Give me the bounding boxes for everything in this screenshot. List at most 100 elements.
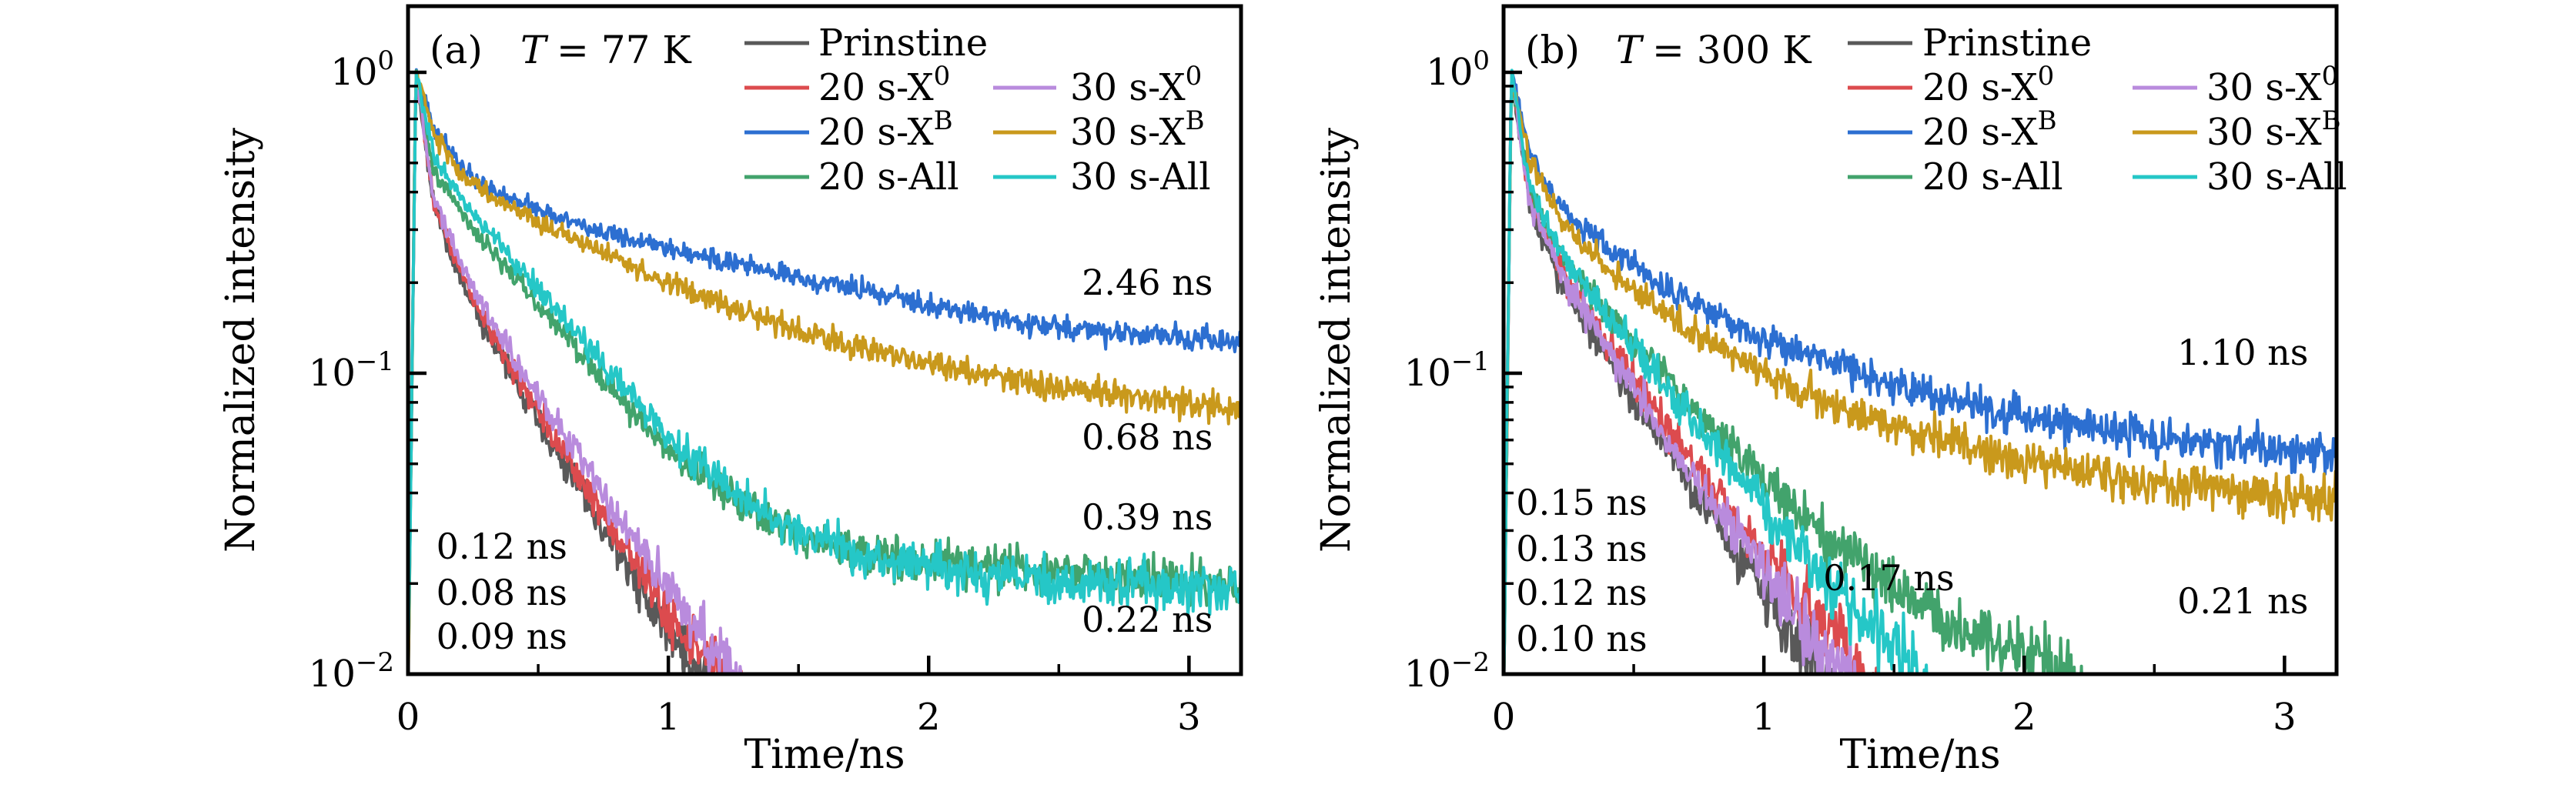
lifetime-annotation: 0.12 ns xyxy=(1516,572,1647,613)
curve-30-s-xb xyxy=(1504,78,2337,674)
legend-label-base: 30 s-X xyxy=(1070,66,1186,109)
lifetime-annotation: 2.46 ns xyxy=(1082,262,1213,303)
lifetime-annotation: 0.08 ns xyxy=(437,572,567,613)
lifetime-annotation: 1.10 ns xyxy=(2177,332,2308,373)
panel-index-label: (a) xyxy=(430,28,483,72)
curve-30-s-xb xyxy=(408,70,1241,674)
legend-label-superscript: B xyxy=(934,105,953,136)
curves-group xyxy=(408,68,1241,674)
x-tick-label: 3 xyxy=(2273,696,2297,739)
legend-item-label: 20 s-All xyxy=(1922,155,2063,199)
plot-frame xyxy=(406,4,1243,676)
lifetime-annotation: 0.10 ns xyxy=(1516,618,1647,659)
lifetime-annotation: 0.17 ns xyxy=(1823,557,1954,599)
plot-frame xyxy=(1501,4,2339,676)
legend-label-base: 30 s-X xyxy=(2206,66,2322,109)
temperature-symbol: T xyxy=(1616,28,1644,72)
y-axis-title: Normalized intensity xyxy=(1313,127,1360,553)
legend-label-superscript: B xyxy=(2322,105,2341,136)
legend-label-base: 20 s-X xyxy=(1922,111,2038,154)
legend-label-superscript: 0 xyxy=(2038,61,2055,92)
legend-label-base: 30 s-All xyxy=(2206,155,2347,199)
legend-label-base: Prinstine xyxy=(818,22,988,65)
legend-item-label: Prinstine xyxy=(1922,22,2092,65)
legend-label-base: 20 s-All xyxy=(818,155,959,199)
legend-item-label: 20 s-X0 xyxy=(818,61,950,109)
y-tick-exponent: −1 xyxy=(356,346,394,377)
x-tick-label: 1 xyxy=(1752,696,1776,739)
y-tick-label: 100 xyxy=(330,45,394,94)
y-tick-label: 10−2 xyxy=(309,647,394,696)
y-tick-exponent: 0 xyxy=(1473,45,1490,76)
temperature-symbol: T xyxy=(520,28,549,72)
lifetime-annotation: 0.13 ns xyxy=(1516,528,1647,569)
x-axis-title: Time/ns xyxy=(744,732,905,778)
legend-item-label: 30 s-XB xyxy=(1070,105,1205,154)
legend-item-label: 20 s-XB xyxy=(1922,105,2057,154)
curve-30-s-x0 xyxy=(1504,78,1857,674)
y-tick-exponent: −2 xyxy=(356,647,394,678)
lifetime-annotation: 0.22 ns xyxy=(1082,599,1213,640)
legend-label-base: 20 s-All xyxy=(1922,155,2063,199)
legend-label-base: 30 s-All xyxy=(1070,155,1211,199)
y-tick-mantissa: 10 xyxy=(309,653,356,696)
y-tick-exponent: −1 xyxy=(1451,346,1490,377)
legend-label-base: 30 s-X xyxy=(2206,111,2322,154)
y-tick-mantissa: 10 xyxy=(309,352,356,395)
y-tick-mantissa: 10 xyxy=(1426,51,1473,94)
lifetime-annotation: 0.09 ns xyxy=(437,616,567,657)
y-tick-exponent: 0 xyxy=(377,45,394,76)
x-tick-label: 0 xyxy=(1492,696,1516,739)
legend-item-label: Prinstine xyxy=(818,22,988,65)
legend-item-label: 30 s-All xyxy=(1070,155,1211,199)
curve-30-s-all xyxy=(1504,68,1930,674)
y-tick-mantissa: 10 xyxy=(1404,352,1451,395)
x-tick-label: 2 xyxy=(2012,696,2036,739)
temperature-value: = 300 K xyxy=(1652,28,1812,72)
panel-index-label: (b) xyxy=(1525,28,1580,72)
lifetime-annotation: 0.15 ns xyxy=(1516,482,1647,523)
legend-item-label: 30 s-X0 xyxy=(1070,61,1202,109)
x-tick-label: 0 xyxy=(396,696,420,739)
legend-label-superscript: B xyxy=(2038,105,2057,136)
legend-label-base: 20 s-X xyxy=(818,66,934,109)
x-axis-title: Time/ns xyxy=(1839,732,2000,778)
lifetime-annotation: 0.12 ns xyxy=(437,526,567,567)
y-tick-label: 10−1 xyxy=(1404,346,1490,395)
panel-title: (b) T = 300 K xyxy=(1525,28,1812,72)
lifetime-annotation: 0.39 ns xyxy=(1082,496,1213,538)
legend-label-superscript: 0 xyxy=(2322,61,2339,92)
legend-label-base: 30 s-X xyxy=(1070,111,1186,154)
legend-label-base: 20 s-X xyxy=(818,111,934,154)
legend-label-base: 20 s-X xyxy=(1922,66,2038,109)
legend-label-superscript: 0 xyxy=(934,61,951,92)
legend-label-superscript: 0 xyxy=(1186,61,1203,92)
x-tick-label: 2 xyxy=(917,696,941,739)
legend-label-base: Prinstine xyxy=(1922,22,2092,65)
curves-group xyxy=(1504,68,2337,674)
x-tick-label: 1 xyxy=(657,696,681,739)
temperature-value: = 77 K xyxy=(557,28,692,72)
y-tick-label: 100 xyxy=(1426,45,1490,94)
panel-title: (a) T = 77 K xyxy=(430,28,692,72)
y-tick-label: 10−1 xyxy=(309,346,394,395)
legend-item-label: 20 s-All xyxy=(818,155,959,199)
legend-item-label: 30 s-All xyxy=(2206,155,2347,199)
legend-item-label: 20 s-XB xyxy=(818,105,953,154)
legend-item-label: 30 s-X0 xyxy=(2206,61,2338,109)
curve-30-s-x0 xyxy=(408,75,743,674)
x-tick-label: 3 xyxy=(1177,696,1201,739)
y-tick-mantissa: 10 xyxy=(1404,653,1451,696)
curve-20-s-xb xyxy=(408,68,1241,674)
lifetime-annotation: 0.21 ns xyxy=(2177,580,2308,622)
y-tick-label: 10−2 xyxy=(1404,647,1490,696)
y-axis-title: Normalized intensity xyxy=(218,127,264,553)
curve-30-s-all xyxy=(408,72,1241,669)
y-tick-mantissa: 10 xyxy=(330,51,377,94)
